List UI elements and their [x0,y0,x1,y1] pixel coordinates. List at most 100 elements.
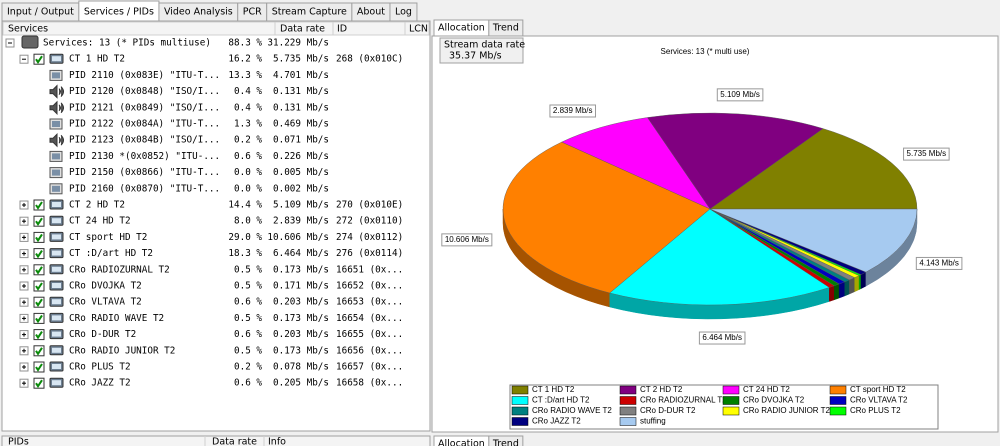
legend-label: CT :D/art HD T2 [532,396,590,405]
row-name[interactable]: CRo VLTAVA T2 [69,297,142,308]
row-name[interactable]: CT 2 HD T2 [69,200,125,211]
row-rate: 0.173 Mb/s [273,264,329,275]
tab-label[interactable]: Input / Output [7,7,74,18]
legend-label: CRo RADIO JUNIOR T2 [743,406,831,415]
legend-swatch [511,385,529,395]
row-name[interactable]: CRo RADIO JUNIOR T2 [69,345,175,356]
legend-label: CRo VLTAVA T2 [850,396,908,405]
row-name[interactable]: CRo DVOJKA T2 [69,281,142,292]
check-mark [35,298,43,308]
row-rate: 0.205 Mb/s [273,378,329,389]
tab[interactable] [488,435,524,446]
tab-label[interactable]: Allocation [438,23,485,34]
service-icon-screen [52,364,61,369]
row-percent: 16.2 % [228,54,262,65]
value-label: 2.839 Mb/s [553,106,593,115]
pie-slice-side [829,285,835,302]
row-percent: 0.4 % [234,86,262,97]
value-label-box [716,88,764,102]
stream-rate-label: Stream data rate [444,40,525,51]
row-name[interactable]: PID 2120 (0x0848) "ISO/I... [69,86,220,97]
row-rate: 0.203 Mb/s [273,329,329,340]
legend-label: CRo PLUS T2 [850,406,901,415]
service-icon-screen [52,234,61,240]
row-rate: 31.229 Mb/s [267,38,329,49]
row-name[interactable]: Services: 13 (* PIDs multiuse) [43,38,211,49]
row-name[interactable]: CRo RADIOZURNAL T2 [69,264,170,275]
service-icon-screen [52,56,61,62]
tab-label[interactable]: Trend [492,23,519,34]
row-percent: 0.6 % [234,297,262,308]
row-name[interactable]: CRo RADIO WAVE T2 [69,313,164,324]
legend-swatch [829,385,847,395]
row-name[interactable]: PID 2121 (0x0849) "ISO/I... [69,102,220,113]
row-rate: 0.171 Mb/s [273,281,329,292]
row-name[interactable]: PID 2150 (0x0866) "ITU-T... [69,167,220,178]
legend-label: stuffing [640,417,666,426]
check-mark [35,363,43,372]
row-rate: 0.203 Mb/s [273,297,329,308]
row-percent: 13.3 % [228,70,262,81]
row-rate: 0.078 Mb/s [273,362,329,373]
tab-label[interactable]: Log [395,7,412,18]
row-id: 268 (0x010C) [336,54,403,65]
legend-swatch [511,417,529,426]
audio-icon [49,100,64,116]
check-mark [35,347,43,356]
row-name[interactable]: CT 24 HD T2 [69,216,131,227]
column-header[interactable]: ID [337,24,347,35]
row-name[interactable]: PID 2130 *(0x0852) "ITU-... [69,151,220,162]
row-id: 16656 (0x... [336,345,403,356]
row-name[interactable]: CRo JAZZ T2 [69,378,131,389]
legend-label: CRo DVOJKA T2 [743,396,805,405]
tab-label[interactable]: Trend [492,439,519,446]
pie-slice [709,128,918,210]
row-percent: 14.4 % [228,200,262,211]
column-header[interactable]: LCN [409,24,428,35]
value-label: 5.735 Mb/s [907,149,947,158]
legend-label: CT sport HD T2 [850,385,906,394]
tab-label[interactable]: Video Analysis [164,7,233,18]
column-header[interactable]: Data rate [280,24,325,35]
check-mark [35,55,43,65]
tab-label[interactable]: About [357,7,385,18]
row-name[interactable]: PID 2122 (0x084A) "ITU-T... [69,119,220,130]
tab-label[interactable]: Services / PIDs [84,7,154,18]
check-mark [35,379,43,389]
row-name[interactable]: PID 2110 (0x083E) "ITU-T... [69,70,220,81]
row-rate: 5.735 Mb/s [273,54,329,65]
row-rate: 5.109 Mb/s [273,200,329,211]
stream-rate-box [439,37,524,64]
column-header[interactable]: PIDs [8,437,29,446]
audio-icon [49,84,64,99]
tree-header [2,21,430,36]
column-header[interactable]: Info [268,437,286,446]
row-name[interactable]: CRo D-DUR T2 [69,329,136,340]
column-header[interactable]: Services [8,24,48,35]
row-percent: 18.3 % [228,248,262,259]
row-rate: 2.839 Mb/s [273,216,329,227]
tab-label[interactable]: PCR [243,7,262,18]
pid-icon-inner [52,185,60,192]
row-name[interactable]: CRo PLUS T2 [69,362,131,373]
service-icon-screen [52,380,61,386]
value-label-box [903,147,950,161]
chart-title: Services: 13 (* multi use) [661,47,750,56]
audio-icon [49,132,64,148]
value-label-box [441,233,493,247]
row-name[interactable]: CT :D/art HD T2 [69,248,153,259]
legend-swatch [511,396,529,405]
service-icon-screen [52,283,61,288]
pid-icon-inner [52,169,60,176]
value-label: 10.606 Mb/s [445,235,489,244]
row-percent: 8.0 % [234,216,262,227]
tab-label[interactable]: Allocation [438,439,485,446]
row-name[interactable]: CT sport HD T2 [69,232,147,243]
row-name[interactable]: CT 1 HD T2 [69,54,125,65]
tab-label[interactable]: Stream Capture [272,7,347,18]
column-header[interactable]: Data rate [212,437,257,446]
tab[interactable] [389,2,418,22]
tab[interactable] [488,19,524,37]
row-name[interactable]: PID 2160 (0x0870) "ITU-T... [69,183,220,194]
row-name[interactable]: PID 2123 (0x084B) "ISO/I... [69,135,220,146]
